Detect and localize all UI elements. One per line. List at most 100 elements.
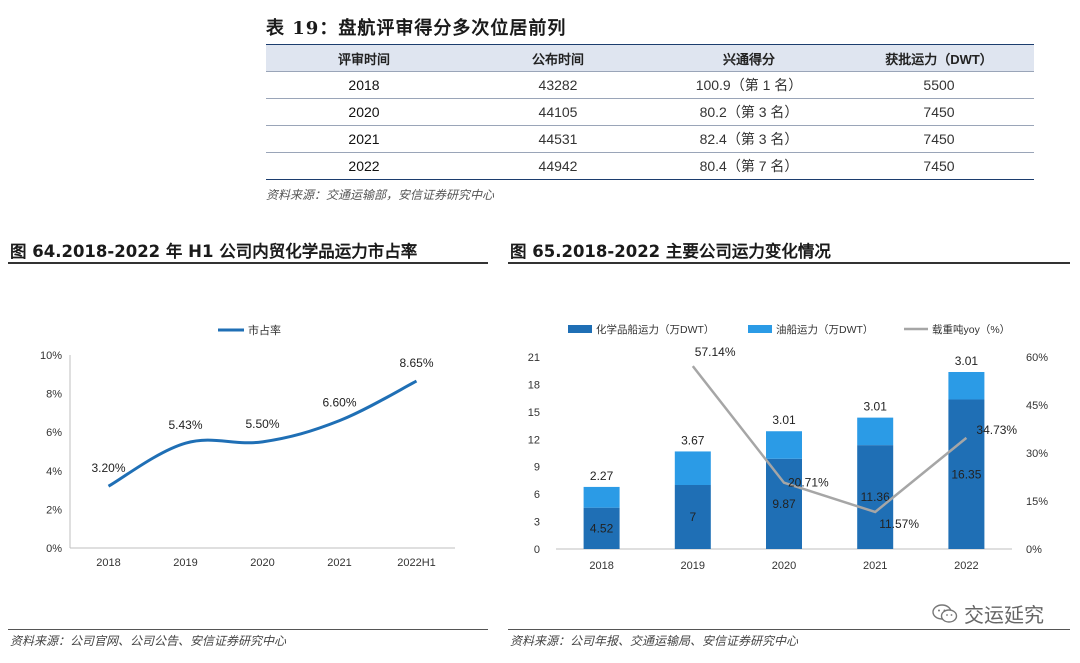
legend-swatch bbox=[568, 325, 592, 333]
yoy-data-label: 57.14% bbox=[695, 345, 736, 359]
x-tick-label: 2022H1 bbox=[397, 557, 436, 569]
header-cell: 获批运力（DWT） bbox=[844, 44, 1034, 72]
yoy-data-label: 34.73% bbox=[976, 423, 1017, 437]
x-tick-label: 2022 bbox=[954, 560, 978, 572]
table-cell: 44942 bbox=[462, 152, 654, 180]
table-cell: 43282 bbox=[462, 71, 654, 99]
bar-chemical bbox=[948, 399, 985, 549]
table-cell: 82.4（第 3 名） bbox=[654, 125, 844, 153]
watermark-text: 交运延究 bbox=[964, 603, 1044, 627]
y-tick-label: 18 bbox=[528, 379, 540, 391]
y-tick-label: 12 bbox=[528, 434, 540, 446]
table-cell: 5500 bbox=[844, 71, 1034, 99]
fig65-source: 资料来源：公司年报、交通运输局、安信证券研究中心 bbox=[510, 634, 799, 648]
x-tick-label: 2018 bbox=[589, 560, 613, 572]
table-cell: 7450 bbox=[844, 152, 1034, 180]
y2-tick-label: 30% bbox=[1026, 448, 1048, 460]
ranking-table: 评审时间 公布时间 兴通得分 获批运力（DWT） 2018 43282 100.… bbox=[266, 44, 1034, 180]
data-label: 5.43% bbox=[168, 418, 202, 432]
bar-oil bbox=[948, 371, 985, 400]
legend-label: 化学品船运力（万DWT） bbox=[596, 323, 714, 336]
fig64-title-rule bbox=[8, 262, 488, 264]
table-cell: 80.2（第 3 名） bbox=[654, 98, 844, 126]
table-cell: 44531 bbox=[462, 125, 654, 153]
fig65-title: 图 65.2018-2022 主要公司运力变化情况 bbox=[510, 242, 831, 261]
bar-chemical bbox=[766, 458, 802, 549]
bar-oil bbox=[766, 431, 802, 459]
yoy-line bbox=[691, 365, 968, 514]
bar-label-oil: 2.27 bbox=[590, 469, 614, 483]
y-tick-label: 8% bbox=[46, 389, 62, 401]
data-label: 6.60% bbox=[322, 396, 356, 410]
table-row: 2018 43282 100.9（第 1 名） 5500 bbox=[266, 71, 1034, 99]
bar-chemical bbox=[674, 485, 711, 549]
y2-tick-label: 15% bbox=[1026, 496, 1048, 508]
market-share-line-chart: 0% 2% 4% 6% 8% 10% 2018 2019 2020 2021 2022H1 3.20%… bbox=[40, 323, 455, 569]
table-cell: 44105 bbox=[462, 98, 654, 126]
y2-tick-label: 60% bbox=[1026, 352, 1048, 364]
x-tick-label: 2019 bbox=[681, 560, 705, 572]
yoy-data-label: 20.71% bbox=[788, 476, 829, 490]
data-label: 5.50% bbox=[245, 417, 279, 431]
y-tick-label: 6 bbox=[534, 489, 540, 501]
table-cell: 2018 bbox=[266, 71, 462, 99]
table-cell: 80.4（第 7 名） bbox=[654, 152, 844, 180]
bar-label-oil: 3.01 bbox=[955, 354, 979, 368]
bar-label-chemical: 9.87 bbox=[772, 497, 796, 511]
bar-label-oil: 3.01 bbox=[864, 400, 888, 414]
x-tick-label: 2020 bbox=[772, 560, 796, 572]
bar-label-chemical: 7 bbox=[689, 510, 696, 524]
y-tick-label: 4% bbox=[46, 466, 62, 478]
watermark: 交运延究 bbox=[932, 599, 1044, 628]
legend-label: 油船运力（万DWT） bbox=[776, 323, 873, 336]
table-cell: 7450 bbox=[844, 125, 1034, 153]
y-tick-label: 3 bbox=[534, 517, 540, 529]
legend-swatch bbox=[748, 325, 772, 333]
fig64-bottom-rule bbox=[8, 629, 488, 630]
table-title: 表 19：盘航评审得分多次位居前列 bbox=[266, 18, 567, 39]
table-source: 资料来源：交通运输部，安信证券研究中心 bbox=[266, 188, 495, 202]
bar-oil bbox=[674, 451, 711, 485]
y-tick-label: 0 bbox=[534, 544, 540, 556]
y-tick-label: 6% bbox=[46, 427, 62, 439]
table-header-row: 评审时间 公布时间 兴通得分 获批运力（DWT） bbox=[266, 44, 1034, 72]
y-tick-label: 2% bbox=[46, 504, 62, 516]
market-share-line bbox=[107, 379, 418, 488]
header-cell: 评审时间 bbox=[266, 44, 462, 72]
bar-label-chemical: 4.52 bbox=[590, 521, 614, 535]
yoy-data-label: 11.57% bbox=[879, 517, 919, 531]
header-cell: 公布时间 bbox=[462, 44, 654, 72]
table-row: 2022 44942 80.4（第 7 名） 7450 bbox=[266, 152, 1034, 180]
fig64-title: 图 64.2018-2022 年 H1 公司内贸化学品运力市占率 bbox=[10, 242, 418, 261]
capacity-stacked-bar-chart: 0 3 6 9 12 15 18 21 0% 15% 30% 45% 60% 2018 2019 2020 20… bbox=[528, 323, 1048, 572]
header-cell: 兴通得分 bbox=[654, 44, 844, 72]
y-tick-label: 15 bbox=[528, 407, 540, 419]
data-label: 3.20% bbox=[91, 461, 125, 475]
bar-oil bbox=[583, 486, 620, 508]
bar-label-oil: 3.67 bbox=[681, 433, 705, 447]
x-tick-label: 2020 bbox=[250, 557, 274, 569]
wechat-icon bbox=[932, 603, 958, 623]
bar-chemical bbox=[857, 445, 894, 549]
bar-label-chemical: 11.36 bbox=[861, 490, 890, 504]
table-row: 2020 44105 80.2（第 3 名） 7450 bbox=[266, 98, 1034, 126]
bar-chemical bbox=[583, 507, 620, 549]
x-tick-label: 2021 bbox=[327, 557, 351, 569]
y2-tick-label: 45% bbox=[1026, 400, 1048, 412]
fig65-bottom-rule bbox=[508, 629, 1070, 630]
bar-label-chemical: 16.35 bbox=[951, 467, 981, 481]
table-row: 2021 44531 82.4（第 3 名） 7450 bbox=[266, 125, 1034, 153]
fig64-source: 资料来源：公司官网、公司公告、安信证券研究中心 bbox=[10, 634, 287, 648]
y2-tick-label: 0% bbox=[1026, 544, 1042, 556]
table-cell: 7450 bbox=[844, 98, 1034, 126]
fig65-title-rule bbox=[508, 262, 1070, 264]
x-tick-label: 2019 bbox=[173, 557, 197, 569]
y-tick-label: 0% bbox=[46, 543, 62, 555]
y-tick-label: 21 bbox=[528, 352, 540, 364]
bar-oil bbox=[857, 417, 894, 446]
table-cell: 100.9（第 1 名） bbox=[654, 71, 844, 99]
legend-label: 载重吨yoy（%） bbox=[932, 323, 1010, 336]
legend-label: 市占率 bbox=[248, 323, 281, 337]
table-cell: 2020 bbox=[266, 98, 462, 126]
table-cell: 2022 bbox=[266, 152, 462, 180]
